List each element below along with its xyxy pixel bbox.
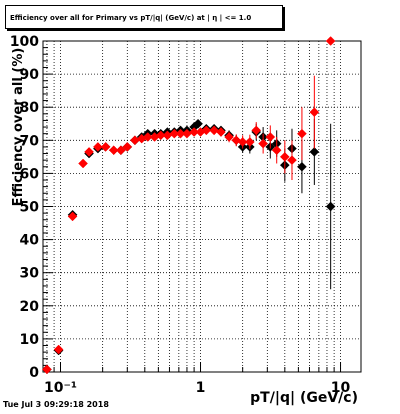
diamond-marker — [265, 132, 276, 142]
diamond-marker — [42, 364, 52, 375]
data-point — [93, 142, 103, 152]
data-point — [279, 140, 290, 174]
y-tick-label: 40 — [20, 233, 40, 249]
diamond-marker — [189, 127, 199, 137]
y-tick-label: 90 — [20, 67, 40, 83]
data-point — [325, 123, 336, 290]
diamond-marker — [224, 132, 234, 142]
x-tick-label: 10⁻¹ — [44, 380, 77, 396]
x-tick-label: 1 — [196, 380, 206, 396]
diamond-marker — [216, 127, 226, 137]
diamond-marker — [142, 132, 153, 142]
x-axis-label: pT/|q| (GeV/c) — [250, 390, 358, 406]
diamond-marker — [287, 155, 297, 166]
data-point — [175, 128, 186, 139]
data-point — [271, 136, 282, 164]
data-point — [287, 140, 297, 181]
data-point — [265, 125, 276, 149]
diamond-marker — [84, 147, 94, 157]
data-point — [122, 142, 133, 152]
diamond-marker — [193, 118, 203, 129]
data-point — [325, 36, 336, 46]
data-point — [244, 134, 255, 150]
diamond-marker — [309, 147, 320, 157]
diamond-marker — [251, 125, 262, 136]
diamond-marker — [297, 128, 307, 139]
data-point — [251, 122, 262, 139]
y-axis-ticks — [43, 40, 53, 373]
diamond-marker — [155, 130, 166, 141]
y-tick-label: 50 — [20, 200, 40, 216]
diamond-marker — [279, 151, 290, 162]
y-tick-label: 30 — [20, 266, 40, 282]
data-point — [155, 130, 166, 141]
chart-title: Efficiency over all for Primary vs pT/|q… — [5, 5, 283, 29]
x-tick-labels: 10⁻¹ 1 10 — [44, 380, 351, 396]
grid-lines — [43, 41, 361, 372]
y-tick-label: 100 — [10, 34, 39, 50]
data-point — [130, 135, 140, 146]
data-point — [297, 107, 307, 161]
diamond-marker — [116, 145, 126, 156]
x-tick-label: 10 — [331, 380, 351, 396]
series-1 — [42, 36, 336, 375]
y-tick-label: 0 — [29, 365, 39, 381]
y-axis-label: Efficiency over all (%) — [11, 47, 26, 207]
x-axis-ticks — [46, 362, 342, 372]
date-stamp: Tue Jul 3 09:29:18 2018 — [3, 400, 109, 409]
y-tick-label: 20 — [20, 299, 40, 315]
data-series — [42, 36, 336, 375]
diamond-marker — [53, 344, 64, 355]
diamond-marker — [122, 142, 133, 152]
diamond-marker — [78, 158, 88, 169]
diamond-marker — [201, 125, 212, 136]
data-point — [258, 133, 268, 154]
diamond-marker — [67, 211, 78, 222]
data-point — [78, 158, 88, 169]
data-point — [216, 127, 226, 137]
diamond-marker — [100, 142, 111, 152]
data-point — [42, 364, 52, 375]
diamond-marker — [244, 137, 255, 147]
data-point — [224, 131, 234, 143]
data-point — [209, 125, 219, 136]
diamond-marker — [325, 201, 336, 212]
diamond-marker — [237, 137, 248, 147]
y-tick-labels: 0 10 20 30 40 50 60 70 80 90 100 — [10, 34, 39, 381]
diamond-marker — [271, 145, 282, 156]
y-tick-label: 70 — [20, 133, 40, 149]
y-tick-label: 80 — [20, 100, 40, 116]
y-tick-label: 10 — [20, 332, 40, 348]
data-point — [53, 344, 64, 355]
data-point — [116, 145, 126, 156]
diamond-marker — [93, 142, 103, 152]
diamond-marker — [258, 138, 268, 149]
diamond-marker — [108, 145, 119, 156]
diamond-marker — [175, 128, 186, 139]
diamond-marker — [209, 125, 219, 136]
data-point — [100, 142, 111, 152]
data-point — [67, 211, 78, 222]
data-point — [193, 118, 203, 129]
diamond-marker — [309, 107, 320, 118]
data-point — [201, 125, 212, 136]
y-tick-label: 60 — [20, 166, 40, 182]
data-point — [309, 75, 320, 149]
diamond-marker — [325, 36, 336, 46]
data-point — [84, 147, 94, 157]
diamond-marker — [297, 161, 307, 172]
